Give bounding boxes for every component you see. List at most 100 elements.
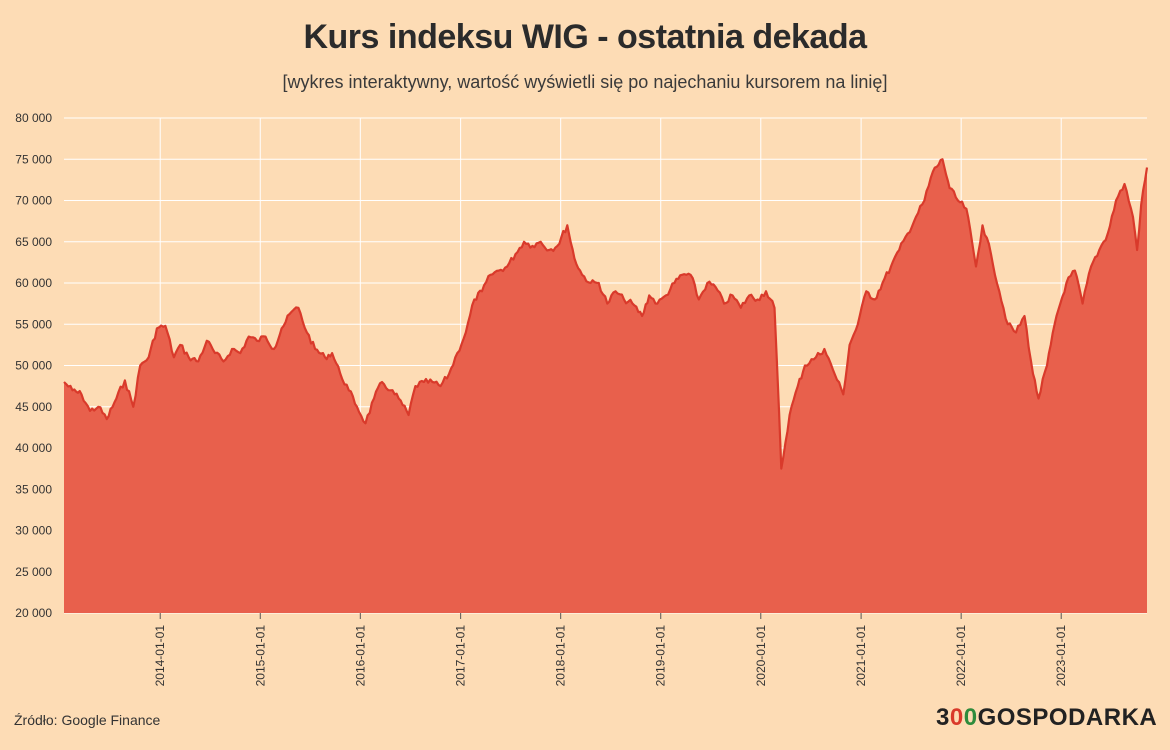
- data-point[interactable]: [346, 387, 352, 393]
- data-point[interactable]: [1063, 280, 1069, 286]
- data-point[interactable]: [429, 379, 435, 385]
- data-point[interactable]: [571, 255, 577, 261]
- data-point[interactable]: [847, 342, 853, 348]
- data-point[interactable]: [1044, 363, 1050, 369]
- data-point[interactable]: [840, 391, 846, 397]
- data-point[interactable]: [421, 379, 427, 385]
- data-point[interactable]: [830, 367, 836, 373]
- data-point[interactable]: [639, 313, 645, 319]
- data-point[interactable]: [322, 354, 328, 360]
- data-point[interactable]: [704, 280, 710, 286]
- data-point[interactable]: [279, 325, 285, 331]
- data-point[interactable]: [940, 156, 946, 162]
- data-point[interactable]: [721, 301, 727, 307]
- data-point[interactable]: [730, 292, 736, 298]
- data-point[interactable]: [295, 305, 301, 311]
- data-point[interactable]: [204, 338, 210, 344]
- data-point[interactable]: [963, 206, 969, 212]
- data-point[interactable]: [496, 268, 502, 274]
- data-point[interactable]: [387, 387, 393, 393]
- data-point[interactable]: [1030, 371, 1036, 377]
- data-point[interactable]: [888, 264, 894, 270]
- data-point[interactable]: [947, 185, 953, 191]
- data-point[interactable]: [1072, 268, 1078, 274]
- data-point[interactable]: [162, 323, 168, 329]
- data-point[interactable]: [312, 346, 318, 352]
- data-point[interactable]: [512, 251, 518, 257]
- data-point[interactable]: [79, 391, 85, 397]
- data-point[interactable]: [738, 305, 744, 311]
- data-point[interactable]: [596, 280, 602, 286]
- data-point[interactable]: [177, 342, 183, 348]
- data-point[interactable]: [412, 383, 418, 389]
- data-point[interactable]: [754, 297, 760, 303]
- data-point[interactable]: [813, 354, 819, 360]
- data-point[interactable]: [122, 377, 128, 383]
- data-point[interactable]: [905, 231, 911, 237]
- data-point[interactable]: [454, 350, 460, 356]
- data-point[interactable]: [463, 330, 469, 336]
- data-point[interactable]: [479, 288, 485, 294]
- data-point[interactable]: [863, 288, 869, 294]
- data-point[interactable]: [1088, 264, 1094, 270]
- data-point[interactable]: [988, 251, 994, 257]
- data-point[interactable]: [406, 412, 412, 418]
- data-point[interactable]: [1122, 181, 1128, 187]
- data-point[interactable]: [538, 239, 544, 245]
- data-point[interactable]: [246, 334, 252, 340]
- data-point[interactable]: [564, 222, 570, 228]
- data-point[interactable]: [529, 243, 535, 249]
- data-point[interactable]: [855, 321, 861, 327]
- data-point[interactable]: [195, 358, 201, 364]
- data-point[interactable]: [186, 354, 192, 360]
- data-point[interactable]: [446, 371, 452, 377]
- data-point[interactable]: [688, 272, 694, 278]
- data-point[interactable]: [713, 284, 719, 290]
- data-point[interactable]: [212, 350, 218, 356]
- data-point[interactable]: [646, 292, 652, 298]
- data-point[interactable]: [771, 305, 777, 311]
- data-point[interactable]: [438, 383, 444, 389]
- data-point[interactable]: [787, 412, 793, 418]
- data-point[interactable]: [879, 280, 885, 286]
- data-point[interactable]: [237, 350, 243, 356]
- data-point[interactable]: [1035, 396, 1041, 402]
- data-point[interactable]: [604, 301, 610, 307]
- data-point[interactable]: [1013, 330, 1019, 336]
- data-point[interactable]: [1130, 214, 1136, 220]
- data-point[interactable]: [872, 297, 878, 303]
- data-point[interactable]: [554, 243, 560, 249]
- data-point[interactable]: [1134, 247, 1140, 253]
- data-point[interactable]: [654, 301, 660, 307]
- data-point[interactable]: [1105, 231, 1111, 237]
- data-point[interactable]: [371, 396, 377, 402]
- data-point[interactable]: [396, 396, 402, 402]
- data-point[interactable]: [663, 292, 669, 298]
- data-point[interactable]: [113, 396, 119, 402]
- data-point[interactable]: [795, 383, 801, 389]
- data-point[interactable]: [1144, 165, 1150, 171]
- data-point[interactable]: [746, 292, 752, 298]
- data-point[interactable]: [1005, 321, 1011, 327]
- data-point[interactable]: [337, 371, 343, 377]
- data-point[interactable]: [254, 338, 260, 344]
- data-point[interactable]: [171, 354, 177, 360]
- data-point[interactable]: [896, 247, 902, 253]
- data-point[interactable]: [1138, 202, 1144, 208]
- data-point[interactable]: [1021, 313, 1027, 319]
- data-point[interactable]: [696, 297, 702, 303]
- data-point[interactable]: [1054, 313, 1060, 319]
- data-point[interactable]: [679, 272, 685, 278]
- data-point[interactable]: [271, 346, 277, 352]
- data-point[interactable]: [930, 169, 936, 175]
- data-point[interactable]: [802, 363, 808, 369]
- data-point[interactable]: [671, 280, 677, 286]
- data-point[interactable]: [621, 297, 627, 303]
- data-point[interactable]: [289, 309, 295, 315]
- data-point[interactable]: [130, 404, 136, 410]
- series-line[interactable]: [63, 158, 1149, 470]
- data-point[interactable]: [363, 420, 369, 426]
- data-point[interactable]: [1080, 301, 1086, 307]
- data-point[interactable]: [504, 264, 510, 270]
